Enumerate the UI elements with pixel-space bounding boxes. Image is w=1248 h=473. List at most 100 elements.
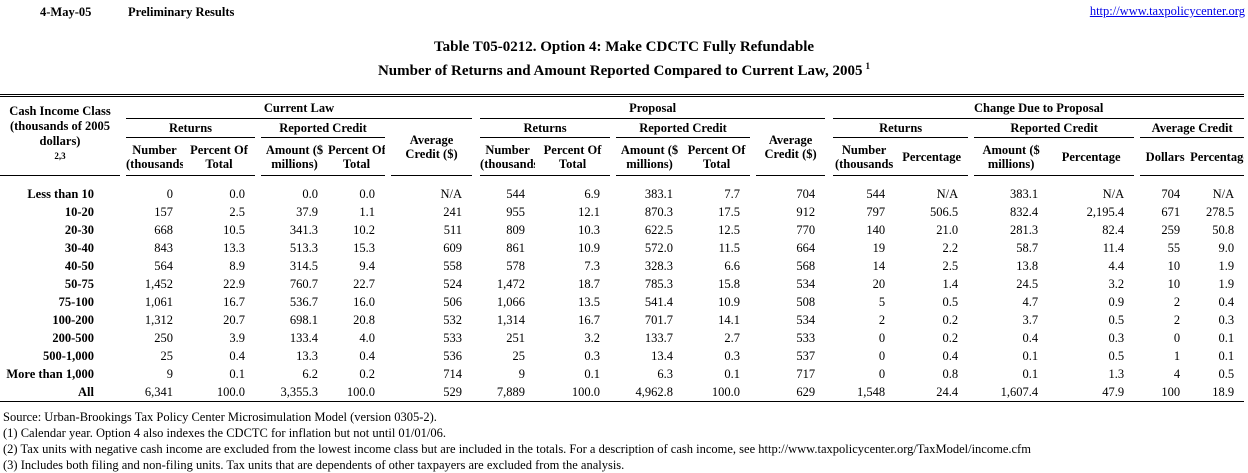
cell: 2.2 [942, 240, 959, 255]
top-bar: 4-May-05 Preliminary Results http://www.… [0, 0, 1248, 26]
spacer [472, 221, 480, 239]
cell: 18.7 [578, 276, 601, 291]
cell: 82.4 [1102, 222, 1125, 237]
cell: 100.0 [183, 383, 255, 402]
cell: 524 [443, 276, 463, 291]
cell: 20 [872, 276, 886, 291]
cell: 9 [166, 366, 173, 381]
spacer [472, 383, 481, 402]
cell: 16.0 [353, 294, 375, 309]
group-current-law: Current Law [126, 95, 473, 119]
spacer [472, 176, 480, 204]
cell: 22.7 [353, 276, 375, 291]
cell: 541.4 [644, 294, 674, 309]
spacer [750, 383, 757, 402]
cell: 0.9 [1108, 294, 1125, 309]
taxpolicycenter-link[interactable]: http://www.taxpolicycenter.org [1089, 4, 1245, 18]
cell: 58.7 [1016, 240, 1039, 255]
cell: 4.4 [1108, 258, 1125, 273]
table-row: 40-50 564 8.9 314.5 9.4 558 578 7.3 328.3 6.6 568 1… [0, 257, 1244, 275]
spacer [472, 203, 480, 221]
cell: 0.3 [584, 348, 601, 363]
cell: 7.3 [584, 258, 601, 273]
cell: 16.7 [578, 312, 601, 327]
cell: 0.3 [1108, 330, 1125, 345]
cell: 704 [796, 186, 816, 201]
col-cl-percent-of-total: Percent Of Total [183, 137, 255, 176]
cell: 0.2 [942, 330, 959, 345]
cell: 0.0 [359, 186, 375, 201]
col-chg-number: Number (thousands [833, 137, 896, 176]
group-proposal: Proposal [480, 95, 826, 119]
cell: 100.0 [328, 383, 385, 402]
cell: 4.0 [359, 330, 375, 345]
cell: 3.7 [1022, 312, 1039, 327]
footnote-2: (2) Tax units with negative cash income … [3, 442, 1031, 456]
row-label: All [0, 383, 120, 402]
table-row: More than 1,000 9 0.1 6.2 0.2 714 9 0.1 6.3 0.1 71… [0, 365, 1244, 383]
chg-reported-credit-header: Reported Credit [974, 118, 1135, 138]
cell: 0.8 [942, 366, 959, 381]
spacer [825, 239, 833, 257]
cell: 0 [878, 366, 886, 381]
title-line-1: Table T05-0212. Option 4: Make CDCTC Ful… [433, 39, 815, 55]
cell: 1,312 [144, 312, 173, 327]
cell: N/A [440, 186, 463, 201]
cell: 2.5 [229, 204, 245, 219]
spacer [472, 257, 480, 275]
cell: 629 [756, 383, 826, 402]
cell: 0.1 [584, 366, 601, 381]
cell: 0.1 [229, 366, 245, 381]
col-chg-percentage-3: Percentage [1190, 137, 1245, 176]
spacer [825, 275, 833, 293]
cell: N/A [1212, 186, 1235, 201]
cell: 14.1 [718, 312, 741, 327]
cell: 533 [443, 330, 463, 345]
spacer [255, 383, 261, 402]
cell: 20.7 [223, 312, 245, 327]
cell: 0.3 [1218, 312, 1235, 327]
cell: 0.1 [1022, 366, 1039, 381]
table-row: 200-500 250 3.9 133.4 4.0 533 251 3.2 133.7 2.7 53… [0, 329, 1244, 347]
cell: 622.5 [644, 222, 674, 237]
cell: 24.5 [1016, 276, 1039, 291]
cell: 314.5 [289, 258, 318, 273]
cell: 0 [878, 348, 886, 363]
cell: 0 [1173, 330, 1181, 345]
spacer [825, 329, 833, 347]
cell: 572.0 [644, 240, 674, 255]
table-row: 20-30 668 10.5 341.3 10.2 511 809 10.3 622.5 12.5… [0, 221, 1244, 239]
col-chg-dollars: Dollars [1140, 137, 1191, 176]
cell: 7.7 [724, 186, 741, 201]
cell: 544 [506, 186, 526, 201]
cell: 16.7 [223, 294, 245, 309]
cell: 0.1 [1022, 348, 1039, 363]
cl-reported-credit-header: Reported Credit [261, 118, 385, 138]
cell: 140 [866, 222, 886, 237]
cell: 1,452 [144, 276, 173, 291]
cell: 100.0 [683, 383, 751, 402]
cell: 133.4 [289, 330, 318, 345]
cell: 5 [878, 294, 886, 309]
cell: 1,607.4 [974, 383, 1049, 402]
footnote-3: (3) Includes both filing and non-filing … [3, 458, 625, 472]
cell: 0 [878, 330, 886, 345]
cell: 4 [1173, 366, 1181, 381]
spacer [610, 383, 617, 402]
page-title: Table T05-0212. Option 4: Make CDCTC Ful… [0, 38, 1248, 81]
cell: 2 [1173, 294, 1181, 309]
cell: 1.9 [1218, 276, 1235, 291]
cell: 281.3 [1010, 222, 1039, 237]
row-label: 75-100 [58, 294, 94, 309]
cell: 3.2 [1108, 276, 1125, 291]
cell: 536.7 [289, 294, 318, 309]
cell: 100 [1140, 383, 1191, 402]
cell: 0.4 [359, 348, 375, 363]
table-row: 10-20 157 2.5 37.9 1.1 241 955 12.1 870.3 17.5 912… [0, 203, 1244, 221]
table-row: All 6,341 100.0 3,355.3 100.0 529 7,889 100.0 4,… [0, 383, 1245, 402]
cell: 6.3 [657, 366, 674, 381]
cell: 568 [796, 258, 816, 273]
row-label: 40-50 [64, 258, 94, 273]
cell: 47.9 [1048, 383, 1135, 402]
status-label: Preliminary Results [128, 5, 235, 19]
